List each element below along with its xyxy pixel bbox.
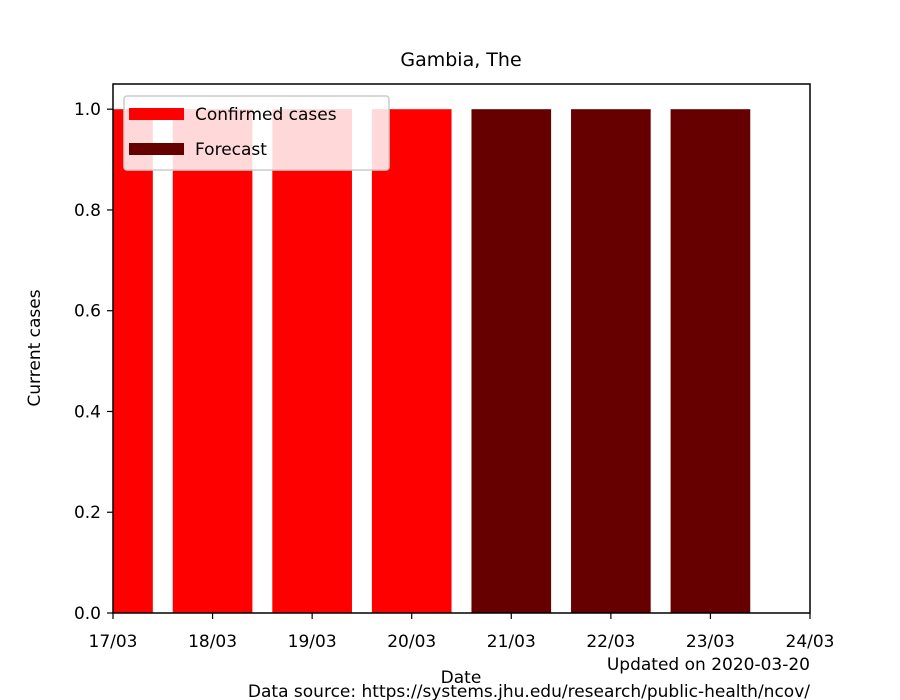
x-axis-label: Date [441,668,482,688]
y-tick-label-2: 0.4 [74,402,101,422]
bar-forecast-1 [571,109,651,613]
y-tick-label-4: 0.8 [74,201,101,221]
bar-forecast-2 [670,109,751,613]
legend: Confirmed cases Forecast [123,95,390,171]
bars-group [113,109,751,613]
y-axis-label: Current cases [25,289,45,406]
y-axis: 0.0 0.2 0.4 0.6 0.8 1.0 [74,100,113,624]
y-tick-label-1: 0.2 [74,503,101,523]
x-tick-label-0: 17/03 [89,632,138,652]
chart-title: Gambia, The [400,49,521,71]
legend-box [123,95,390,171]
x-tick-label-2: 19/03 [288,632,337,652]
x-tick-label-1: 18/03 [188,632,237,652]
y-tick-label-5: 1.0 [74,100,101,120]
legend-swatch-0 [129,108,184,120]
legend-swatch-1 [129,143,184,155]
x-tick-label-7: 24/03 [786,632,835,652]
bar-forecast-0 [471,109,552,613]
legend-label-1: Forecast [195,140,267,160]
x-tick-label-3: 20/03 [387,632,436,652]
bar-confirmed-1 [172,109,253,613]
updated-note: Updated on 2020-03-20 [607,655,810,675]
y-tick-label-0: 0.0 [74,604,101,624]
legend-label-0: Confirmed cases [195,105,337,125]
bar-confirmed-0 [113,109,153,613]
plot-frame [112,83,811,614]
y-tick-label-3: 0.6 [74,302,101,322]
x-tick-label-6: 23/03 [686,632,735,652]
x-tick-label-4: 21/03 [487,632,536,652]
bar-confirmed-2 [272,109,352,613]
data-source-note: Data source: https://systems.jhu.edu/res… [248,682,810,700]
x-tick-label-5: 22/03 [586,632,635,652]
x-axis: 17/03 18/03 19/03 20/03 21/03 22/03 23/03 24/03 [89,613,835,652]
bar-confirmed-3 [371,109,452,613]
